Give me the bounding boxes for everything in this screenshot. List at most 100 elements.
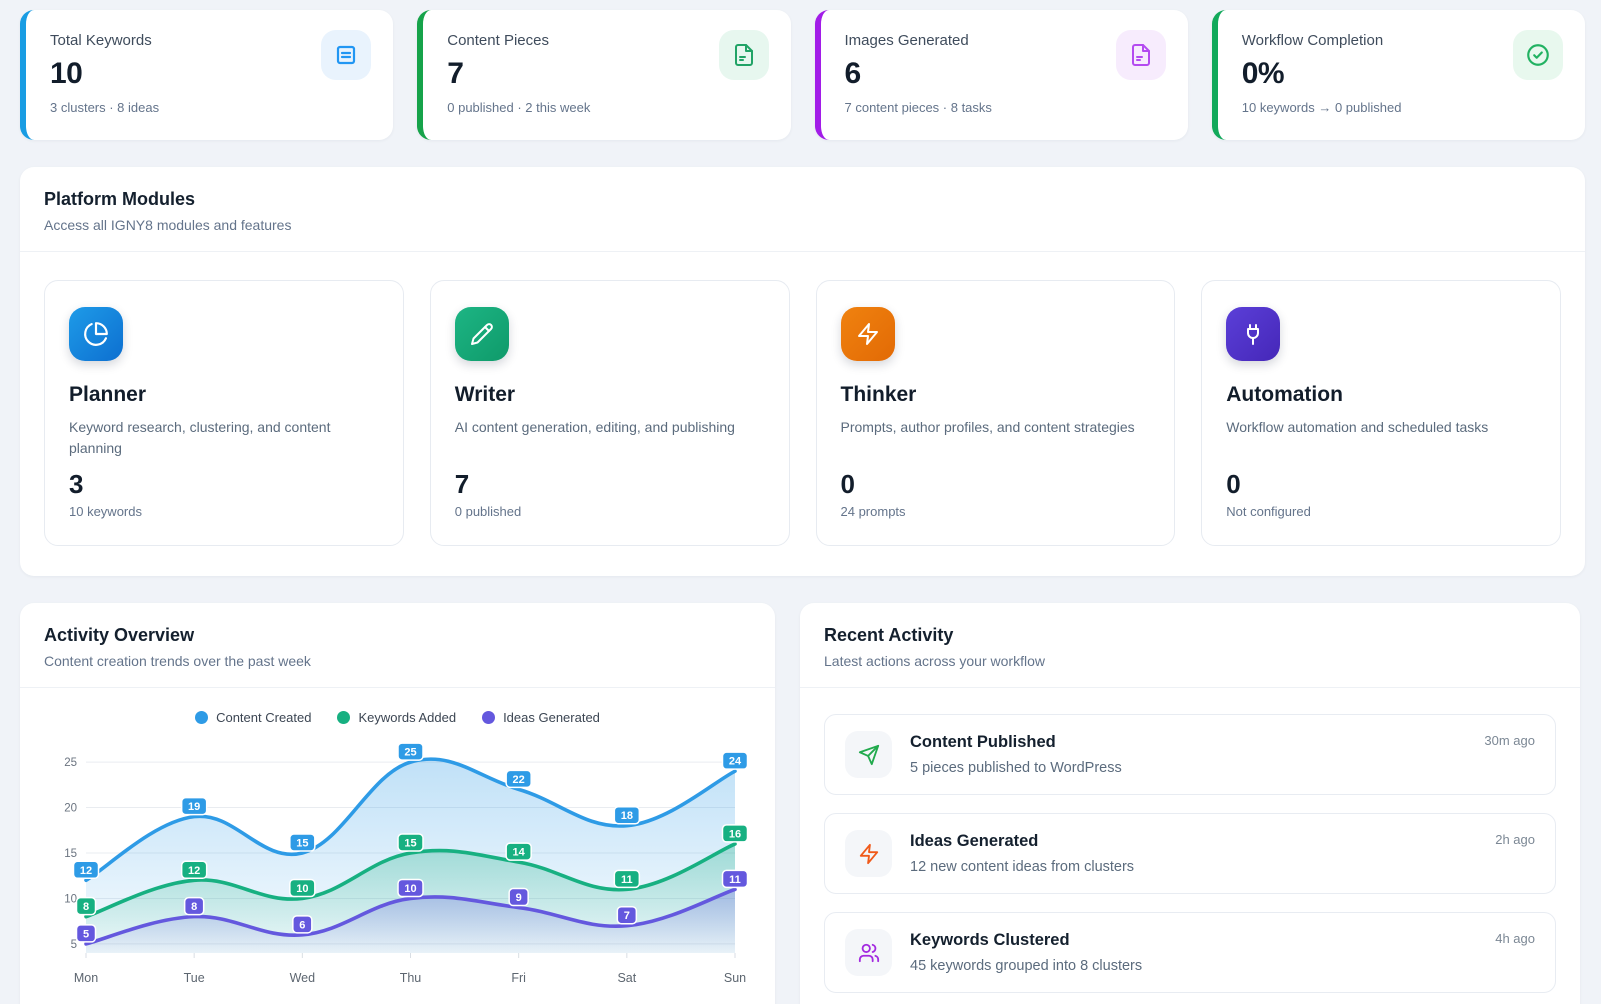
svg-text:Sat: Sat bbox=[617, 971, 636, 985]
activity-overview-header: Activity Overview Content creation trend… bbox=[20, 603, 775, 688]
legend-item-keywords-added[interactable]: Keywords Added bbox=[337, 710, 456, 725]
svg-text:12: 12 bbox=[80, 865, 92, 877]
platform-modules-panel: Platform Modules Access all IGNY8 module… bbox=[20, 167, 1585, 576]
svg-text:8: 8 bbox=[191, 901, 197, 913]
svg-text:12: 12 bbox=[188, 865, 200, 877]
activity-content: Keywords Clustered 45 keywords grouped i… bbox=[910, 929, 1142, 974]
module-name: Writer bbox=[454, 383, 516, 406]
activity-description: 45 keywords grouped into 8 clusters bbox=[910, 958, 1143, 974]
svg-text:10: 10 bbox=[296, 883, 308, 895]
stat-card-workflow-completion: Workflow Completion 0% 10 keywords → 0 p… bbox=[1211, 10, 1585, 140]
module-description: Workflow automation and scheduled tasks bbox=[1226, 419, 1489, 435]
svg-text:Fri: Fri bbox=[511, 971, 526, 985]
stat-label: Workflow Completion bbox=[1241, 32, 1384, 49]
file-text-icon bbox=[718, 30, 769, 80]
stat-card-images-generated: Images Generated 6 7 content pieces · 8 … bbox=[814, 10, 1188, 140]
legend-item-content-created[interactable]: Content Created bbox=[195, 710, 311, 725]
legend-dot bbox=[195, 711, 209, 724]
module-caption: 0 published bbox=[454, 504, 522, 519]
check-circle-icon bbox=[1513, 30, 1563, 80]
module-caption: Not configured bbox=[1226, 504, 1311, 519]
stat-card-total-keywords: Total Keywords 10 3 clusters · 8 ideas bbox=[20, 10, 394, 140]
panel-title: Activity Overview bbox=[44, 625, 195, 645]
svg-text:6: 6 bbox=[299, 919, 305, 931]
legend-label: Content Created bbox=[216, 710, 312, 725]
activity-title: Keywords Clustered bbox=[910, 931, 1070, 949]
chart-legend: Content Created Keywords Added Ideas Gen… bbox=[44, 702, 751, 729]
zap-icon bbox=[840, 307, 895, 361]
users-icon bbox=[845, 929, 892, 976]
activity-chart: Content Created Keywords Added Ideas Gen… bbox=[20, 688, 775, 1004]
stat-caption: 3 clusters · 8 ideas bbox=[50, 100, 160, 115]
panel-title: Recent Activity bbox=[824, 625, 954, 645]
stat-label: Content Pieces bbox=[447, 32, 549, 49]
module-card-planner[interactable]: Planner Keyword research, clustering, an… bbox=[44, 280, 404, 546]
module-card-writer[interactable]: Writer AI content generation, editing, a… bbox=[429, 280, 790, 546]
file-text-icon bbox=[1115, 30, 1166, 80]
stat-label: Images Generated bbox=[844, 32, 969, 49]
legend-item-ideas-generated[interactable]: Ideas Generated bbox=[482, 710, 600, 725]
pie-chart-icon bbox=[69, 307, 123, 361]
stat-value: 0% bbox=[1241, 57, 1285, 90]
activity-item-ideas-generated: Ideas Generated 12 new content ideas fro… bbox=[824, 813, 1556, 894]
module-value: 3 bbox=[69, 469, 84, 499]
stat-value: 7 bbox=[447, 57, 464, 90]
svg-text:19: 19 bbox=[188, 801, 200, 813]
stat-caption: 7 content pieces · 8 tasks bbox=[844, 100, 992, 115]
activity-title: Ideas Generated bbox=[910, 832, 1039, 850]
legend-label: Ideas Generated bbox=[503, 710, 600, 725]
legend-dot bbox=[337, 711, 351, 724]
plug-icon bbox=[1226, 307, 1281, 361]
activity-list: Content Published 5 pieces published to … bbox=[800, 688, 1580, 1004]
activity-content: Content Published 5 pieces published to … bbox=[910, 731, 1122, 776]
stat-value: 10 bbox=[50, 57, 83, 90]
stat-card-content-pieces: Content Pieces 7 0 published · 2 this we… bbox=[417, 10, 791, 140]
legend-label: Keywords Added bbox=[358, 710, 457, 725]
module-value: 0 bbox=[840, 469, 855, 499]
panel-title: Platform Modules bbox=[44, 189, 196, 209]
svg-text:15: 15 bbox=[64, 848, 77, 860]
module-description: Keyword research, clustering, and conten… bbox=[69, 419, 331, 456]
panel-subtitle: Latest actions across your workflow bbox=[824, 653, 1045, 669]
svg-text:Sun: Sun bbox=[724, 971, 746, 985]
activity-title: Content Published bbox=[910, 733, 1056, 751]
svg-text:24: 24 bbox=[729, 756, 742, 768]
svg-text:Wed: Wed bbox=[290, 971, 316, 985]
stat-value: 6 bbox=[844, 57, 862, 90]
svg-text:Thu: Thu bbox=[400, 971, 422, 985]
module-card-thinker[interactable]: Thinker Prompts, author profiles, and co… bbox=[815, 280, 1176, 546]
activity-content: Ideas Generated 12 new content ideas fro… bbox=[910, 830, 1134, 875]
svg-text:18: 18 bbox=[621, 810, 633, 822]
send-icon bbox=[845, 731, 892, 778]
module-value: 7 bbox=[454, 469, 470, 499]
module-name: Automation bbox=[1226, 383, 1343, 406]
activity-item-content-published: Content Published 5 pieces published to … bbox=[824, 714, 1556, 795]
line-chart: 5 10 15 20 25 Mon Tue Wed Thu Fri Sat Sun 12 19 15 25 22… bbox=[64, 742, 749, 985]
activity-timestamp: 2h ago bbox=[1495, 832, 1535, 847]
module-description: AI content generation, editing, and publ… bbox=[454, 419, 735, 435]
svg-text:25: 25 bbox=[64, 757, 77, 769]
svg-text:Tue: Tue bbox=[184, 971, 205, 985]
stat-caption: 10 keywords → 0 published bbox=[1241, 100, 1402, 115]
module-name: Planner bbox=[69, 383, 147, 406]
activity-timestamp: 30m ago bbox=[1484, 733, 1535, 748]
platform-modules-header: Platform Modules Access all IGNY8 module… bbox=[20, 167, 1585, 252]
module-card-automation[interactable]: Automation Workflow automation and sched… bbox=[1201, 280, 1561, 546]
svg-text:8: 8 bbox=[83, 901, 89, 913]
svg-text:10: 10 bbox=[404, 883, 416, 895]
svg-text:22: 22 bbox=[513, 774, 525, 786]
svg-text:5: 5 bbox=[83, 928, 89, 940]
svg-text:7: 7 bbox=[624, 910, 630, 922]
svg-text:11: 11 bbox=[621, 874, 633, 886]
svg-text:15: 15 bbox=[296, 838, 308, 850]
svg-text:15: 15 bbox=[404, 838, 416, 850]
activity-description: 5 pieces published to WordPress bbox=[910, 760, 1122, 776]
activity-timestamp: 4h ago bbox=[1495, 931, 1535, 946]
svg-text:9: 9 bbox=[516, 892, 522, 904]
panel-subtitle: Access all IGNY8 modules and features bbox=[44, 217, 292, 233]
module-caption: 24 prompts bbox=[840, 504, 906, 519]
stat-label: Total Keywords bbox=[50, 32, 152, 49]
svg-text:20: 20 bbox=[64, 803, 77, 815]
svg-text:11: 11 bbox=[729, 874, 741, 886]
stats-row: Total Keywords 10 3 clusters · 8 ideas C… bbox=[20, 10, 1585, 140]
